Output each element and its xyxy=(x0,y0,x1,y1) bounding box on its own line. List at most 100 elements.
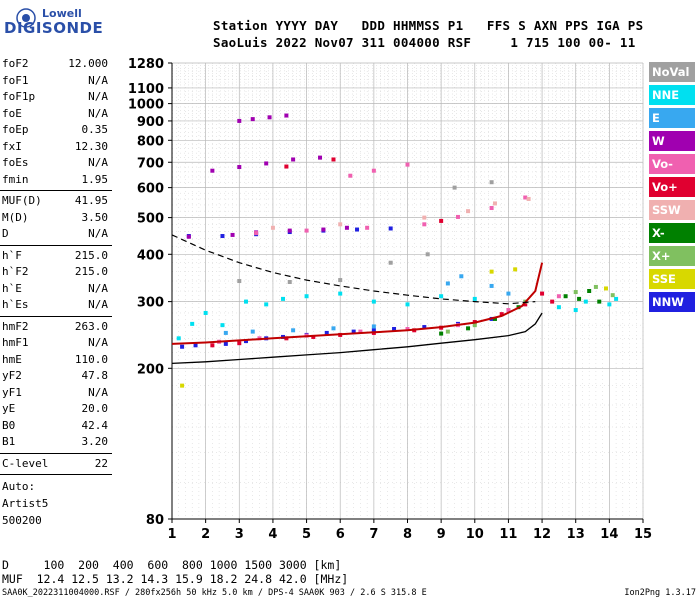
legend-item: NNE xyxy=(649,85,695,105)
param-label: hmF2 xyxy=(2,319,29,333)
param-row: h`Es N/A xyxy=(0,297,112,314)
y-tick-label: 1280 xyxy=(128,57,164,72)
param-label: fxI xyxy=(2,139,22,153)
param-row: foF1p N/A xyxy=(0,89,112,106)
true-height-profile xyxy=(171,312,543,365)
data-point-nnw xyxy=(422,325,427,330)
data-point-noval xyxy=(287,279,292,284)
data-point-x xyxy=(577,296,582,301)
param-value: N/A xyxy=(88,156,108,169)
data-point-nnw xyxy=(388,226,393,231)
param-row: B0 42.4 xyxy=(0,418,112,435)
data-point-nnw xyxy=(244,339,249,344)
data-point-vo xyxy=(439,218,444,223)
data-point-e xyxy=(331,326,336,331)
legend-item: E xyxy=(649,108,695,128)
muf-distance-row: D 100 200 400 600 800 1000 1500 3000 [km… xyxy=(2,558,342,572)
param-value: N/A xyxy=(88,90,108,103)
param-label: foF1p xyxy=(2,90,36,103)
param-label: B0 xyxy=(2,418,16,432)
param-value: 110.0 xyxy=(74,352,108,366)
x-tick-label: 14 xyxy=(600,527,618,542)
data-point-nnw xyxy=(351,329,356,334)
logo-digisonde: DIGISONDE xyxy=(4,19,104,37)
data-point-vo xyxy=(358,329,363,334)
param-row: yE 20.0 xyxy=(0,401,112,418)
data-point-nne xyxy=(371,299,376,304)
param-value: N/A xyxy=(88,385,108,399)
param-label: foE xyxy=(2,106,22,120)
data-point-nne xyxy=(607,302,612,307)
data-point-nne xyxy=(304,294,309,299)
data-point-x xyxy=(563,294,568,299)
data-point-w xyxy=(321,227,326,232)
x-tick-label: 8 xyxy=(403,527,412,542)
data-point-vo xyxy=(499,312,504,317)
param-value: 1.95 xyxy=(81,172,109,186)
data-point-nne xyxy=(176,336,181,341)
y-tick-label: 1100 xyxy=(128,82,164,97)
data-point-noval xyxy=(338,278,343,283)
param-label: h`E xyxy=(2,281,22,295)
param-row: foF2 12.000 xyxy=(0,56,112,73)
param-label: h`F2 xyxy=(2,265,29,278)
data-point-w xyxy=(230,232,235,237)
param-row: h`E N/A xyxy=(0,281,112,298)
param-row: C-level 22 xyxy=(0,456,112,473)
data-point-vo xyxy=(365,225,370,230)
y-tick-label: 800 xyxy=(137,134,164,149)
legend-item: SSW xyxy=(649,200,695,220)
y-tick-label: 700 xyxy=(137,156,164,171)
data-point-vo xyxy=(523,195,528,200)
param-value: N/A xyxy=(88,227,108,240)
data-point-x xyxy=(597,299,602,304)
param-row: yF2 47.8 xyxy=(0,368,112,385)
y-tick-label: 400 xyxy=(137,248,164,263)
data-point-nne xyxy=(583,299,588,304)
data-point-nne xyxy=(203,310,208,315)
param-value: N/A xyxy=(88,281,108,295)
data-point-ssw xyxy=(270,225,275,230)
y-tick-label: 80 xyxy=(146,513,164,528)
data-point-nnw xyxy=(223,341,228,346)
data-point-noval xyxy=(425,252,430,257)
param-value: N/A xyxy=(88,106,108,120)
param-value: 41.95 xyxy=(74,194,108,207)
param-value: N/A xyxy=(88,298,108,311)
data-point-e xyxy=(489,283,494,288)
data-point-vo xyxy=(371,168,376,173)
data-point-e xyxy=(445,281,450,286)
data-point-nne xyxy=(556,305,561,310)
data-point-vo xyxy=(550,299,555,304)
data-point-nne xyxy=(190,321,195,326)
param-label: h`F xyxy=(2,248,22,262)
data-point-nne xyxy=(614,296,619,301)
data-point-noval xyxy=(489,180,494,185)
x-tick-label: 9 xyxy=(437,527,446,542)
auto-code: 500200 xyxy=(2,514,42,527)
data-point-e xyxy=(250,329,255,334)
param-label: M(D) xyxy=(2,210,29,224)
legend-item: X+ xyxy=(649,246,695,266)
data-point-x xyxy=(439,331,444,336)
param-row: foEs N/A xyxy=(0,155,112,172)
param-divider xyxy=(0,315,112,317)
param-row: hmF2 263.0 xyxy=(0,319,112,336)
data-point-vo xyxy=(331,157,336,162)
data-point-nnw xyxy=(193,343,198,348)
data-point-vo xyxy=(405,326,410,331)
param-label: yF2 xyxy=(2,369,22,382)
param-value: 3.20 xyxy=(81,435,109,448)
param-value: 47.8 xyxy=(81,369,109,382)
y-tick-label: 900 xyxy=(137,115,164,130)
data-point-vo xyxy=(540,291,545,296)
data-point-w xyxy=(318,155,323,160)
data-point-nne xyxy=(439,294,444,299)
data-point-w xyxy=(237,118,242,123)
data-point-ssw xyxy=(466,209,471,214)
data-point-nnw xyxy=(392,326,397,331)
data-point-e xyxy=(223,330,228,335)
data-point-nne xyxy=(281,296,286,301)
data-point-x xyxy=(472,323,477,328)
param-row: h`F 215.0 xyxy=(0,248,112,265)
